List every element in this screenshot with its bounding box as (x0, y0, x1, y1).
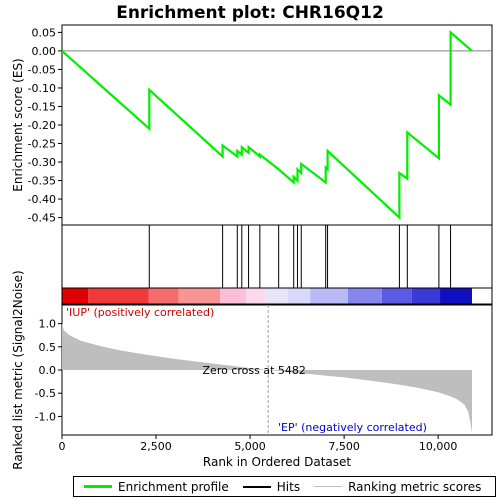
es-y-axis-label: Enrichment score (ES) (11, 58, 25, 191)
metric-y-tick-label: -0.5 (35, 387, 56, 400)
color-bar-segment (62, 288, 89, 304)
metric-panel: Zero cross at 5482 'IUP' (positively cor… (35, 304, 493, 453)
es-y-tick-label: -0.40 (28, 193, 56, 206)
negative-correlation-label: 'EP' (negatively correlated) (278, 421, 427, 434)
rank-color-bar (61, 287, 493, 305)
hits-panel-frame (61, 224, 493, 289)
legend-label-enrichment: Enrichment profile (118, 479, 229, 494)
x-tick-label: 10,000 (419, 440, 458, 453)
es-panel: 0.05 0.00 -0.05 -0.10 -0.15 -0.20 -0.25 -0.30 -0… (28, 24, 493, 226)
hits-panel (61, 224, 493, 289)
color-bar-segment (287, 288, 311, 304)
color-bar-segment (148, 288, 179, 304)
es-y-tick-label: -0.45 (28, 212, 56, 225)
legend: Enrichment profile Hits Ranking metric s… (73, 476, 496, 497)
color-bar-frame (61, 287, 493, 305)
metric-y-tick-label: 0.0 (39, 364, 57, 377)
es-y-tick-label: -0.35 (28, 175, 56, 188)
color-bar-segment (411, 288, 441, 304)
x-axis-label: Rank in Ordered Dataset (203, 455, 351, 469)
x-tick-label: 7,500 (328, 440, 360, 453)
metric-y-tick-label: 0.5 (39, 341, 57, 354)
legend-swatch-ranking (314, 486, 343, 487)
legend-item-hits: Hits (242, 479, 301, 494)
es-y-tick-label: -0.25 (28, 138, 56, 151)
legend-label-ranking: Ranking metric scores (348, 479, 482, 494)
zero-cross-label: Zero cross at 5482 (203, 364, 306, 377)
color-bar-segment (246, 288, 266, 304)
es-enrichment-line (61, 29, 473, 221)
color-bar-segment (219, 288, 247, 304)
es-y-tick-label: -0.30 (28, 156, 56, 169)
es-y-axis: 0.05 0.00 -0.05 -0.10 -0.15 -0.20 -0.25 -0.30 -0… (28, 26, 62, 225)
es-y-tick-label: -0.10 (28, 82, 56, 95)
color-bar-segment (88, 288, 149, 304)
color-bar-segment (381, 288, 412, 304)
hit-lines (148, 225, 452, 288)
color-bar-segment (310, 288, 348, 304)
color-bar-segment (347, 288, 382, 304)
metric-x-axis: 0 2,500 5,000 7,500 10,000 (59, 435, 458, 453)
legend-swatch-hits (242, 485, 271, 488)
es-panel-frame (61, 24, 493, 226)
metric-area (62, 323, 472, 433)
metric-y-tick-label: -1.0 (35, 410, 56, 423)
legend-label-hits: Hits (276, 479, 301, 494)
positive-correlation-label: 'IUP' (positively correlated) (66, 306, 214, 319)
es-y-tick-label: -0.05 (28, 63, 56, 76)
x-tick-label: 0 (59, 440, 66, 453)
color-bar-segment (265, 288, 288, 304)
x-tick-label: 5,000 (234, 440, 266, 453)
metric-y-axis-label: Ranked list metric (Signal2Noise) (11, 270, 25, 469)
color-bar-segment (440, 288, 472, 304)
chart-title: Enrichment plot: CHR16Q12 (116, 3, 384, 23)
es-y-tick-label: -0.20 (28, 119, 56, 132)
metric-y-axis: 1.0 0.5 0.0 -0.5 -1.0 (35, 318, 62, 423)
legend-item-enrichment-profile: Enrichment profile (84, 480, 229, 494)
legend-item-ranking: Ranking metric scores (314, 480, 481, 494)
color-bar-segment (178, 288, 220, 304)
metric-y-tick-label: 1.0 (39, 318, 57, 331)
es-y-tick-label: -0.15 (28, 100, 56, 113)
x-tick-label: 2,500 (140, 440, 172, 453)
es-y-tick-label: 0.00 (32, 45, 57, 58)
legend-swatch-enrichment (84, 485, 112, 488)
es-y-tick-label: 0.05 (32, 26, 57, 39)
